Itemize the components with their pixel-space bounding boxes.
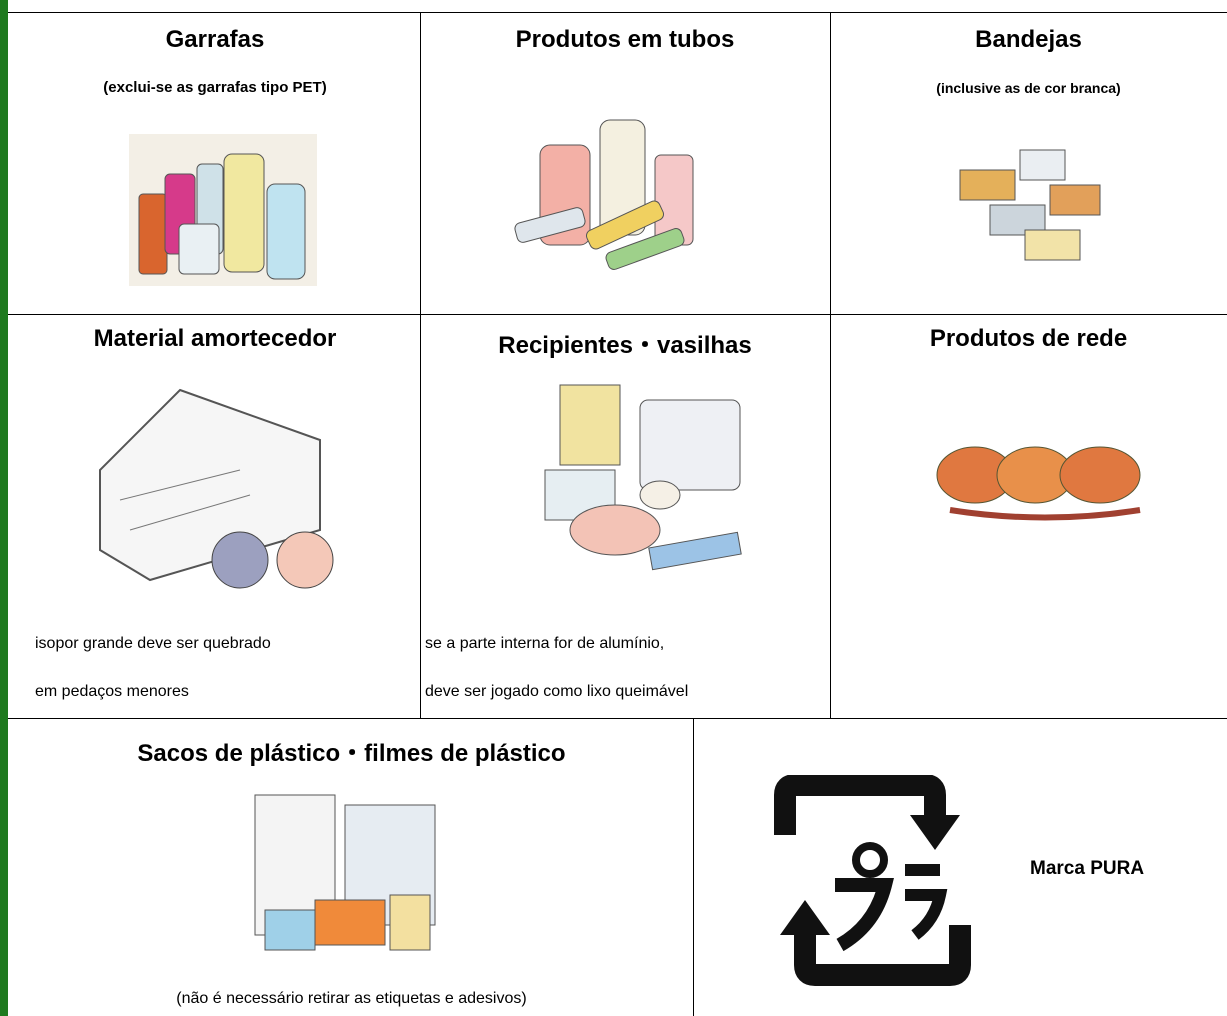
pura-label: Marca PURA — [1030, 858, 1145, 879]
cell-note: (não é necessário retirar as etiquetas e… — [176, 990, 527, 1007]
net-illustration — [936, 446, 1141, 521]
containers-illustration — [544, 384, 742, 571]
bottles-illustration — [129, 134, 317, 286]
cell-subtitle: (exclui-se as garrafas tipo PET) — [103, 79, 327, 96]
cell-note: em pedaços menores — [35, 683, 189, 700]
bags-illustration — [254, 794, 436, 951]
rule — [8, 12, 1227, 13]
cell-title: Produtos em tubos — [515, 26, 735, 53]
rule — [693, 718, 694, 1016]
trays-illustration — [959, 149, 1101, 261]
cell-title: Garrafas — [165, 26, 265, 53]
tubes-illustration — [514, 119, 694, 270]
cell-subtitle: (inclusive as de cor branca) — [936, 80, 1121, 96]
cell-title: Sacos de plástico・filmes de plástico — [137, 740, 566, 767]
cell-title: Produtos de rede — [929, 325, 1128, 352]
cell-note: se a parte interna for de alumínio, — [425, 635, 665, 652]
rule — [830, 12, 831, 718]
cell-note: isopor grande deve ser quebrado — [35, 635, 271, 652]
rule — [8, 314, 1227, 315]
pura-logo — [774, 775, 971, 986]
cushion-illustration — [99, 388, 334, 589]
cell-note: deve ser jogado como lixo queimável — [425, 683, 689, 700]
left-border — [0, 0, 8, 1016]
cell-title: Recipientes・vasilhas — [498, 332, 752, 359]
cell-title: Bandejas — [975, 26, 1082, 53]
rule — [420, 12, 421, 718]
rule — [8, 718, 1227, 719]
cell-title: Material amortecedor — [93, 325, 337, 352]
